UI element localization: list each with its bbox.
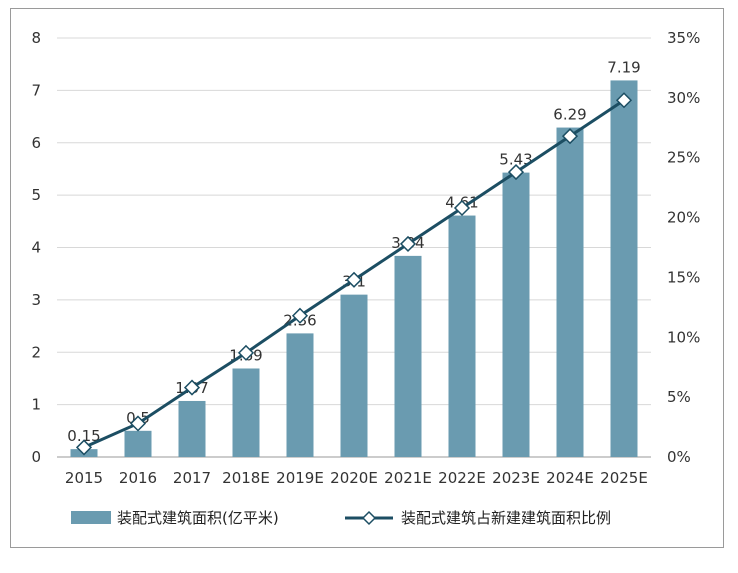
- line-series: [75, 92, 633, 456]
- bar-data-label: 6.29: [553, 106, 586, 124]
- right-tick-label: 20%: [667, 209, 700, 227]
- line-point: [129, 415, 147, 432]
- bar-data-label: 0.15: [67, 427, 100, 445]
- legend: 装配式建筑面积(亿平米) 装配式建筑占新建建筑面积比例: [71, 509, 611, 527]
- x-axis: 2015 2016 2017 2018E 2019E 2020E 2021E 2022E 202…: [65, 469, 648, 487]
- bar: [178, 400, 206, 457]
- legend-bar-label: 装配式建筑面积(亿平米): [117, 509, 279, 527]
- left-tick-label: 7: [31, 81, 41, 99]
- legend-line-label: 装配式建筑占新建建筑面积比例: [401, 509, 611, 527]
- left-tick-label: 0: [31, 448, 41, 466]
- line-point: [291, 307, 309, 324]
- left-tick-label: 5: [31, 186, 41, 204]
- x-tick-label: 2017: [173, 469, 211, 487]
- line-point: [399, 235, 417, 252]
- bar: [394, 255, 422, 457]
- bar: [286, 333, 314, 457]
- line-point: [507, 164, 525, 181]
- x-tick-label: 2023E: [492, 469, 540, 487]
- right-tick-label: 5%: [667, 388, 691, 406]
- bar-series: [70, 80, 638, 457]
- bar: [124, 430, 152, 457]
- x-tick-label: 2020E: [330, 469, 378, 487]
- left-tick-label: 1: [31, 396, 41, 414]
- x-tick-label: 2018E: [222, 469, 270, 487]
- right-tick-label: 35%: [667, 29, 700, 47]
- right-tick-label: 10%: [667, 328, 700, 346]
- legend-bar-swatch: [71, 511, 111, 524]
- right-tick-label: 30%: [667, 89, 700, 107]
- line-point: [615, 92, 633, 109]
- right-tick-label: 0%: [667, 448, 691, 466]
- left-tick-label: 2: [31, 343, 41, 361]
- right-axis: 0% 5% 10% 15% 20% 25% 30% 35%: [667, 29, 700, 466]
- x-tick-label: 2019E: [276, 469, 324, 487]
- bar: [556, 127, 584, 457]
- bar: [502, 172, 530, 457]
- line-point: [75, 439, 93, 456]
- left-tick-label: 3: [31, 291, 41, 309]
- line-point: [453, 199, 471, 217]
- line-point: [345, 271, 363, 288]
- right-tick-label: 25%: [667, 149, 700, 167]
- x-tick-label: 2015: [65, 469, 103, 487]
- gridlines: [57, 37, 651, 458]
- bar: [340, 294, 368, 457]
- x-tick-label: 2016: [119, 469, 157, 487]
- x-tick-label: 2025E: [600, 469, 648, 487]
- right-tick-label: 15%: [667, 268, 700, 286]
- bar: [610, 80, 638, 457]
- bar: [232, 368, 260, 457]
- left-axis: 0 1 2 3 4 5 6 7 8: [31, 29, 41, 466]
- line-point: [237, 344, 255, 361]
- bar: [448, 215, 476, 457]
- left-tick-label: 4: [31, 239, 41, 257]
- left-tick-label: 6: [31, 134, 41, 152]
- line-point: [561, 128, 579, 145]
- legend-marker-icon: [361, 510, 377, 526]
- x-tick-label: 2021E: [384, 469, 432, 487]
- bar-data-label: 5.43: [499, 151, 532, 169]
- line-point: [183, 379, 201, 396]
- left-tick-label: 8: [31, 29, 41, 47]
- x-tick-label: 2022E: [438, 469, 486, 487]
- x-tick-label: 2024E: [546, 469, 594, 487]
- bar-data-label: 7.19: [607, 58, 640, 76]
